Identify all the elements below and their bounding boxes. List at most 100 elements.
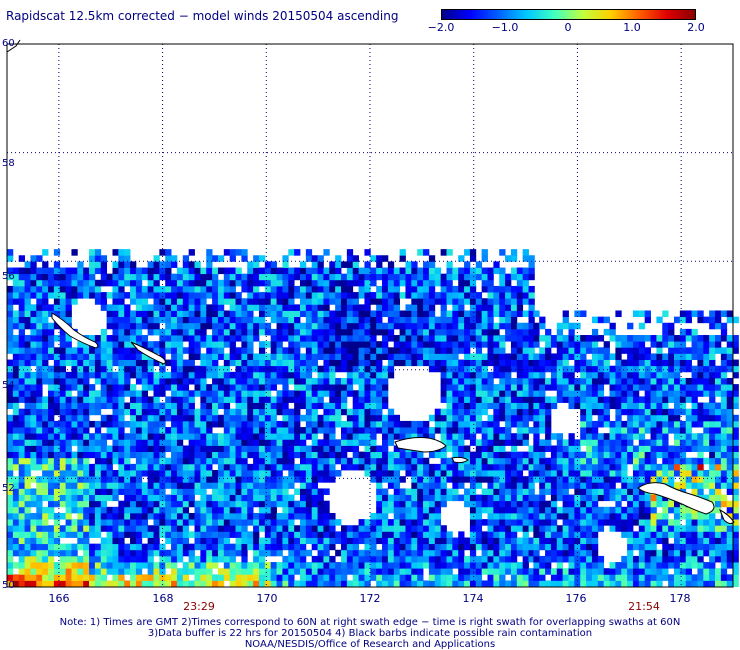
wind-difference-cell <box>452 439 459 446</box>
wind-difference-cell <box>212 555 219 563</box>
wind-difference-cell <box>662 562 669 569</box>
wind-difference-cell <box>452 304 459 311</box>
wind-difference-cell <box>346 568 354 575</box>
wind-difference-cell <box>217 377 225 385</box>
wind-difference-cell <box>417 574 424 581</box>
wind-difference-cell <box>434 292 442 299</box>
wind-difference-cell <box>346 249 354 256</box>
wind-difference-cell <box>376 482 383 489</box>
wind-difference-cell <box>141 543 149 551</box>
wind-difference-cell <box>510 457 518 465</box>
wind-difference-cell <box>147 512 154 520</box>
wind-difference-cell <box>499 525 506 532</box>
wind-difference-cell <box>545 537 552 545</box>
wind-difference-cell <box>94 519 102 526</box>
wind-difference-cell <box>83 371 90 379</box>
wind-difference-cell <box>118 292 125 299</box>
wind-difference-cell <box>364 285 371 293</box>
wind-difference-cell <box>94 488 102 495</box>
wind-difference-cell <box>276 537 283 545</box>
wind-difference-cell <box>30 322 37 330</box>
wind-difference-cell <box>59 488 66 495</box>
wind-difference-cell <box>621 494 628 502</box>
wind-difference-cell <box>423 292 430 299</box>
wind-difference-cell <box>83 488 90 495</box>
wind-difference-cell <box>440 555 447 563</box>
wind-difference-cell <box>580 562 587 569</box>
wind-difference-cell <box>18 396 25 403</box>
wind-difference-cell <box>434 316 442 324</box>
wind-difference-cell <box>223 555 231 563</box>
wind-difference-cell <box>36 433 43 440</box>
wind-difference-cell <box>229 316 236 324</box>
wind-difference-cell <box>18 420 25 428</box>
wind-difference-cell <box>405 574 412 581</box>
wind-difference-cell <box>141 457 149 465</box>
wind-difference-cell <box>171 304 178 311</box>
wind-difference-cell <box>212 525 219 532</box>
wind-difference-cell <box>130 506 137 514</box>
wind-difference-cell <box>18 562 25 569</box>
wind-difference-cell <box>176 494 184 502</box>
wind-difference-cell <box>352 451 359 459</box>
wind-difference-cell <box>165 494 172 502</box>
wind-difference-cell <box>697 555 704 563</box>
wind-difference-cell <box>505 371 512 379</box>
wind-difference-cell <box>171 408 178 416</box>
wind-difference-cell <box>446 402 453 410</box>
wind-difference-cell <box>276 279 283 287</box>
wind-difference-cell <box>323 525 330 532</box>
wind-difference-cell <box>217 445 225 453</box>
wind-difference-cell <box>464 322 471 330</box>
wind-difference-cell <box>323 488 330 495</box>
wind-difference-cell <box>241 384 248 391</box>
wind-difference-cell <box>352 341 359 348</box>
wind-difference-cell <box>42 353 49 360</box>
wind-difference-cell <box>440 457 447 465</box>
wind-difference-cell <box>71 396 78 403</box>
wind-difference-cell <box>317 543 324 551</box>
wind-difference-cell <box>77 341 84 348</box>
wind-difference-cell <box>241 328 248 336</box>
wind-difference-cell <box>217 347 225 354</box>
wind-difference-cell <box>241 549 248 557</box>
wind-difference-cell <box>341 335 348 342</box>
wind-difference-cell <box>428 574 436 581</box>
wind-difference-cell <box>732 494 739 502</box>
wind-difference-cell <box>276 488 283 495</box>
wind-difference-cell <box>165 347 172 354</box>
wind-difference-cell <box>481 439 488 446</box>
wind-difference-cell <box>264 519 272 526</box>
wind-difference-cell <box>253 335 260 342</box>
wind-difference-cell <box>229 390 236 397</box>
wind-difference-cell <box>36 322 43 330</box>
wind-difference-cell <box>12 347 20 354</box>
wind-difference-cell <box>323 451 330 459</box>
wind-difference-cell <box>382 580 389 587</box>
wind-difference-cell <box>94 500 102 508</box>
wind-difference-cell <box>36 408 43 416</box>
wind-difference-cell <box>329 322 336 330</box>
wind-difference-cell <box>505 316 512 324</box>
wind-difference-cell <box>100 451 108 459</box>
wind-difference-cell <box>493 537 500 545</box>
wind-difference-cell <box>130 488 137 495</box>
wind-difference-cell <box>621 555 628 563</box>
wind-difference-cell <box>609 574 616 581</box>
wind-difference-cell <box>423 322 430 330</box>
wind-difference-cell <box>487 347 494 354</box>
wind-difference-cell <box>30 494 37 502</box>
wind-difference-cell <box>212 488 219 495</box>
wind-difference-cell <box>171 476 178 483</box>
wind-difference-cell <box>253 470 260 477</box>
wind-difference-cell <box>464 279 471 287</box>
wind-difference-cell <box>258 365 266 373</box>
wind-difference-cell <box>106 310 113 318</box>
wind-difference-cell <box>411 555 418 563</box>
wind-difference-cell <box>603 488 610 495</box>
wind-difference-cell <box>382 335 389 342</box>
wind-difference-cell <box>182 488 190 495</box>
wind-difference-cell <box>732 525 739 532</box>
wind-difference-cell <box>627 519 634 526</box>
wind-difference-cell <box>282 365 289 373</box>
